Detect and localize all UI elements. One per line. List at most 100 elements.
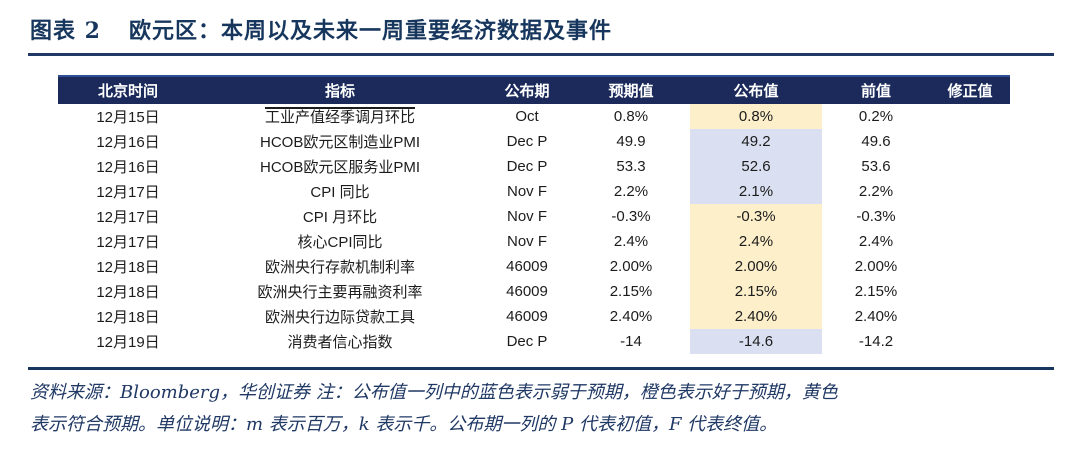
cell-expected: 0.8% xyxy=(613,107,649,125)
cell-actual: 2.15% xyxy=(690,278,822,304)
cell-date: 12月16日 xyxy=(96,158,160,176)
table-row: 12月16日 HCOB欧元区制造业PMI Dec P 49.9 49.2 49.… xyxy=(58,128,1010,154)
cell-revised xyxy=(930,179,1010,204)
cell-prior: 2.00% xyxy=(854,257,898,275)
table-row: 12月17日 核心CPI同比 Nov F 2.4% 2.4% 2.4% xyxy=(58,228,1010,254)
column-header-indicator: 指标 xyxy=(198,74,482,104)
cell-indicator: CPI 月环比 xyxy=(302,208,378,226)
cell-period: 46009 xyxy=(506,282,548,300)
table-row: 12月17日 CPI 同比 Nov F 2.2% 2.1% 2.2% xyxy=(58,178,1010,204)
table-bottom-divider xyxy=(28,366,1054,370)
cell-date: 12月15日 xyxy=(96,108,160,126)
cell-expected: -14 xyxy=(620,332,642,350)
cell-indicator: 消费者信心指数 xyxy=(287,333,393,351)
cell-indicator: 欧洲央行主要再融资利率 xyxy=(257,283,423,301)
cell-expected: 2.40% xyxy=(609,307,653,325)
table-row: 12月18日 欧洲央行存款机制利率 46009 2.00% 2.00% 2.00… xyxy=(58,253,1010,279)
cell-prior: 0.2% xyxy=(858,107,894,125)
cell-expected: 2.15% xyxy=(609,282,653,300)
cell-period: Oct xyxy=(515,107,539,125)
cell-prior: 49.6 xyxy=(861,132,891,150)
cell-period: Nov F xyxy=(506,207,547,225)
source-note-line1: 资料来源：Bloomberg，华创证券 注：公布值一列中的蓝色表示弱于预期，橙色… xyxy=(30,381,838,403)
cell-indicator: 欧洲央行边际贷款工具 xyxy=(264,308,415,326)
cell-date: 12月18日 xyxy=(96,283,160,301)
cell-expected: 2.2% xyxy=(613,182,649,200)
column-header-period: 公布期 xyxy=(482,74,572,104)
column-header-revised: 修正值 xyxy=(930,74,1010,104)
table-header: 北京时间 指标 公布期 预期值 公布值 前值 修正值 xyxy=(58,74,1010,104)
cell-revised xyxy=(930,154,1010,179)
cell-revised xyxy=(930,229,1010,254)
cell-expected: -0.3% xyxy=(611,207,651,225)
column-header-prior: 前值 xyxy=(822,74,930,104)
cell-indicator: 核心CPI同比 xyxy=(297,233,383,251)
cell-period: Nov F xyxy=(506,182,547,200)
cell-prior: -14.2 xyxy=(858,332,894,350)
cell-date: 12月16日 xyxy=(96,133,160,151)
cell-actual: -14.6 xyxy=(690,328,822,354)
table-row: 12月17日 CPI 月环比 Nov F -0.3% -0.3% -0.3% xyxy=(58,203,1010,229)
cell-prior: 2.4% xyxy=(858,232,894,250)
cell-revised xyxy=(930,304,1010,329)
cell-actual: 0.8% xyxy=(690,103,822,129)
cell-indicator: 工业产值经季调月环比 xyxy=(264,108,415,126)
source-note-line2: 表示符合预期。单位说明：m 表示百万，k 表示千。公布期一列的 P 代表初值，F… xyxy=(30,413,778,435)
column-header-actual: 公布值 xyxy=(690,74,822,104)
column-header-beijing-time: 北京时间 xyxy=(58,74,198,104)
table-row: 12月18日 欧洲央行主要再融资利率 46009 2.15% 2.15% 2.1… xyxy=(58,278,1010,304)
cell-revised xyxy=(930,329,1010,354)
cell-prior: 2.15% xyxy=(854,282,898,300)
cell-actual: -0.3% xyxy=(690,203,822,229)
cell-revised xyxy=(930,204,1010,229)
cell-revised xyxy=(930,104,1010,129)
cell-actual: 2.40% xyxy=(690,303,822,329)
cell-prior: 2.2% xyxy=(858,182,894,200)
cell-expected: 2.4% xyxy=(613,232,649,250)
cell-actual: 2.4% xyxy=(690,228,822,254)
figure-caption: 图表 2 欧元区：本周以及未来一周重要经济数据及事件 xyxy=(30,13,1080,45)
cell-expected: 2.00% xyxy=(609,257,653,275)
table-row: 12月19日 消费者信心指数 Dec P -14 -14.6 -14.2 xyxy=(58,328,1010,354)
cell-actual: 52.6 xyxy=(690,153,822,179)
report-figure: 图表 2 欧元区：本周以及未来一周重要经济数据及事件 北京时间 指标 公布期 预… xyxy=(0,13,1080,441)
cell-period: 46009 xyxy=(506,257,548,275)
column-header-expected: 预期值 xyxy=(572,74,690,104)
cell-revised xyxy=(930,279,1010,304)
cell-date: 12月18日 xyxy=(96,258,160,276)
cell-date: 12月17日 xyxy=(96,233,160,251)
cell-indicator: HCOB欧元区制造业PMI xyxy=(259,133,420,151)
table-row: 12月15日 工业产值经季调月环比 Oct 0.8% 0.8% 0.2% xyxy=(58,103,1010,129)
cell-prior: -0.3% xyxy=(856,207,896,225)
cell-actual: 2.1% xyxy=(690,178,822,204)
table-row: 12月18日 欧洲央行边际贷款工具 46009 2.40% 2.40% 2.40… xyxy=(58,303,1010,329)
cell-prior: 2.40% xyxy=(854,307,898,325)
cell-actual: 49.2 xyxy=(690,128,822,154)
cell-expected: 53.3 xyxy=(616,157,646,175)
cell-actual: 2.00% xyxy=(690,253,822,279)
cell-date: 12月17日 xyxy=(96,208,160,226)
cell-expected: 49.9 xyxy=(616,132,646,150)
cell-date: 12月18日 xyxy=(96,308,160,326)
source-notes: 资料来源：Bloomberg，华创证券 注：公布值一列中的蓝色表示弱于预期，橙色… xyxy=(30,377,1060,441)
figure-title-text: 欧元区：本周以及未来一周重要经济数据及事件 xyxy=(128,18,612,44)
cell-date: 12月19日 xyxy=(96,333,160,351)
cell-period: Dec P xyxy=(506,332,548,350)
header-row: 北京时间 指标 公布期 预期值 公布值 前值 修正值 xyxy=(58,74,1010,104)
title-divider xyxy=(28,53,1054,56)
figure-label: 图表 2 xyxy=(30,18,101,44)
cell-period: Nov F xyxy=(506,232,547,250)
cell-revised xyxy=(930,129,1010,154)
cell-revised xyxy=(930,254,1010,279)
cell-prior: 53.6 xyxy=(861,157,891,175)
cell-date: 12月17日 xyxy=(96,183,160,201)
cell-indicator: HCOB欧元区服务业PMI xyxy=(259,158,420,176)
cell-period: Dec P xyxy=(506,132,548,150)
table-row: 12月16日 HCOB欧元区服务业PMI Dec P 53.3 52.6 53.… xyxy=(58,153,1010,179)
economic-data-table: 北京时间 指标 公布期 预期值 公布值 前值 修正值 12月15日 工业产值经季… xyxy=(58,74,1010,354)
cell-period: Dec P xyxy=(506,157,548,175)
cell-indicator: 欧洲央行存款机制利率 xyxy=(264,258,415,276)
table-body: 12月15日 工业产值经季调月环比 Oct 0.8% 0.8% 0.2% 12月… xyxy=(58,103,1010,354)
cell-period: 46009 xyxy=(506,307,548,325)
cell-indicator: CPI 同比 xyxy=(310,183,370,201)
